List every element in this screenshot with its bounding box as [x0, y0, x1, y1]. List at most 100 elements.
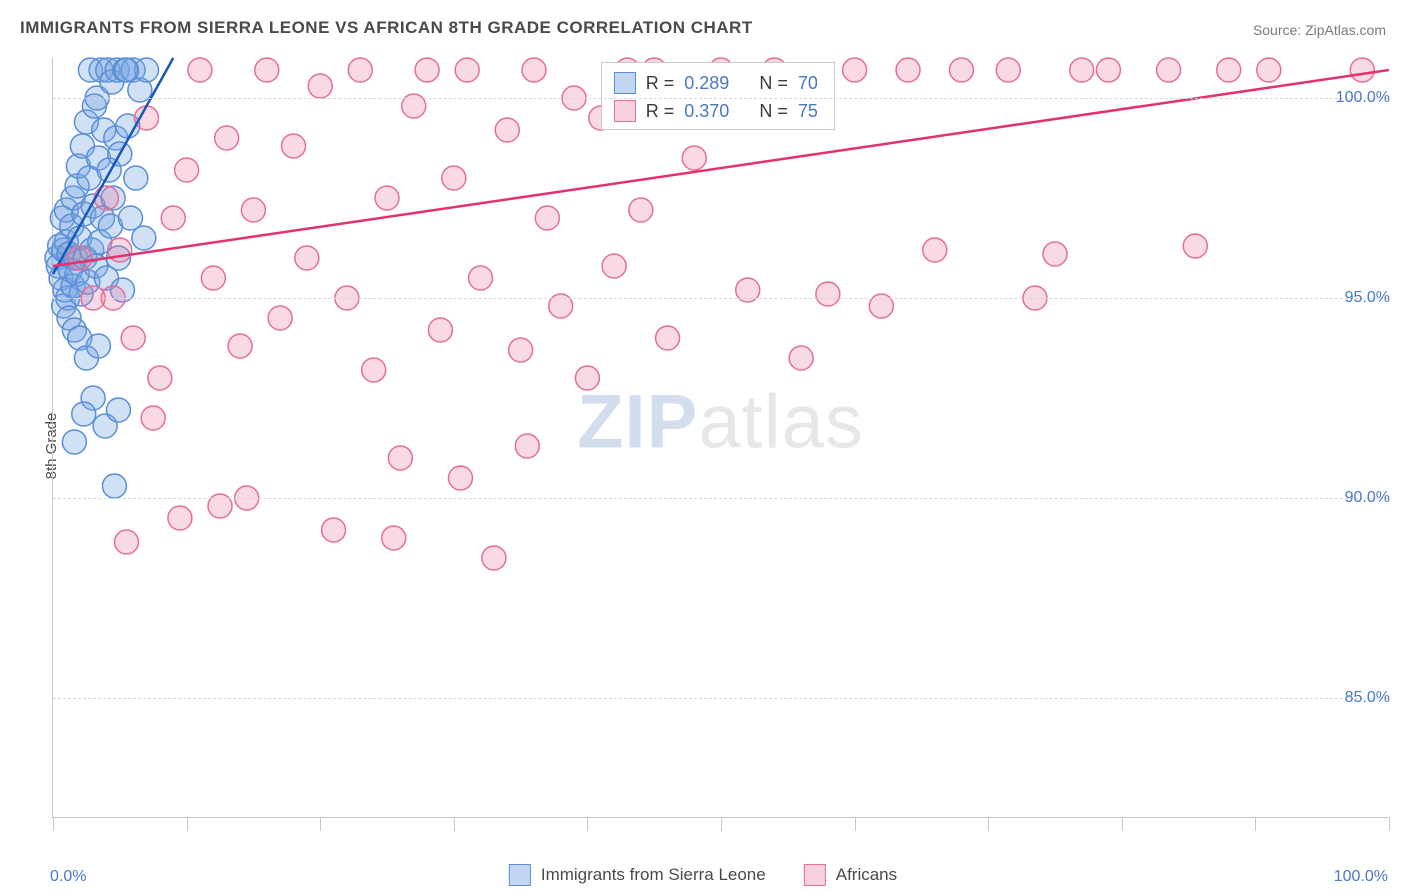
data-point-africans [141, 406, 165, 430]
gridline-horizontal [53, 98, 1388, 99]
data-point-africans [1157, 58, 1181, 82]
data-point-africans [255, 58, 279, 82]
data-point-africans [896, 58, 920, 82]
data-point-sierra_leone [106, 398, 130, 422]
x-tick [1255, 817, 1256, 831]
data-point-sierra_leone [124, 166, 148, 190]
stats-N-value: 75 [798, 97, 818, 125]
source-attribution: Source: ZipAtlas.com [1253, 22, 1386, 38]
data-point-africans [228, 334, 252, 358]
x-tick [988, 817, 989, 831]
x-tick [1122, 817, 1123, 831]
data-point-africans [188, 58, 212, 82]
source-value: ZipAtlas.com [1305, 22, 1386, 38]
bottom-legend: Immigrants from Sierra Leone Africans [509, 864, 897, 886]
y-tick-label: 95.0% [1345, 289, 1390, 307]
x-tick-label: 0.0% [50, 868, 86, 886]
data-point-africans [843, 58, 867, 82]
data-point-africans [388, 446, 412, 470]
data-point-africans [495, 118, 519, 142]
stats-row-sierra_leone: R = 0.289 N = 70 [614, 69, 818, 97]
data-point-africans [996, 58, 1020, 82]
data-point-africans [535, 206, 559, 230]
data-point-africans [482, 546, 506, 570]
data-point-africans [448, 466, 472, 490]
data-point-africans [656, 326, 680, 350]
data-point-africans [1096, 58, 1120, 82]
data-point-africans [121, 326, 145, 350]
stats-N-label: N = [759, 97, 788, 125]
legend-item-sierra_leone: Immigrants from Sierra Leone [509, 864, 766, 886]
data-point-africans [241, 198, 265, 222]
data-point-africans [682, 146, 706, 170]
data-point-africans [375, 186, 399, 210]
stats-swatch-sierra_leone [614, 72, 636, 94]
data-point-africans [1043, 242, 1067, 266]
gridline-horizontal [53, 298, 1388, 299]
data-point-sierra_leone [72, 402, 96, 426]
data-point-africans [1070, 58, 1094, 82]
data-point-africans [268, 306, 292, 330]
data-point-africans [114, 530, 138, 554]
data-point-africans [789, 346, 813, 370]
data-point-africans [949, 58, 973, 82]
data-point-africans [415, 58, 439, 82]
stats-R-label: R = [646, 97, 675, 125]
legend-swatch-sierra_leone [509, 864, 531, 886]
y-tick-label: 90.0% [1345, 489, 1390, 507]
plot-area: ZIPatlas R =0.289N =70R =0.370N =75 [52, 58, 1388, 818]
data-point-africans [1217, 58, 1241, 82]
data-point-sierra_leone [102, 474, 126, 498]
data-point-africans [148, 366, 172, 390]
data-point-africans [575, 366, 599, 390]
stats-N-value: 70 [798, 69, 818, 97]
x-tick [454, 817, 455, 831]
x-tick [587, 817, 588, 831]
data-point-africans [602, 254, 626, 278]
data-point-africans [168, 506, 192, 530]
data-point-africans [135, 106, 159, 130]
data-point-africans [94, 186, 118, 210]
data-point-africans [816, 282, 840, 306]
stats-N-label: N = [759, 69, 788, 97]
stats-R-label: R = [646, 69, 675, 97]
stats-R-value: 0.370 [684, 97, 729, 125]
data-point-africans [308, 74, 332, 98]
x-tick [721, 817, 722, 831]
data-point-africans [469, 266, 493, 290]
data-point-africans [322, 518, 346, 542]
x-tick [53, 817, 54, 831]
legend-item-africans: Africans [804, 864, 897, 886]
data-point-africans [1183, 234, 1207, 258]
data-point-africans [455, 58, 479, 82]
data-point-africans [281, 134, 305, 158]
data-point-africans [362, 358, 386, 382]
data-point-sierra_leone [86, 334, 110, 358]
stats-swatch-africans [614, 100, 636, 122]
gridline-horizontal [53, 698, 1388, 699]
data-point-sierra_leone [114, 58, 138, 82]
gridline-horizontal [53, 498, 1388, 499]
legend-label-africans: Africans [836, 865, 897, 885]
data-point-africans [68, 246, 92, 270]
data-point-africans [161, 206, 185, 230]
data-point-africans [382, 526, 406, 550]
data-point-africans [348, 58, 372, 82]
data-point-sierra_leone [132, 226, 156, 250]
x-tick [1389, 817, 1390, 831]
legend-label-sierra_leone: Immigrants from Sierra Leone [541, 865, 766, 885]
chart-title: IMMIGRANTS FROM SIERRA LEONE VS AFRICAN … [20, 18, 753, 38]
plot-svg [53, 58, 1388, 817]
x-tick [187, 817, 188, 831]
data-point-sierra_leone [62, 430, 86, 454]
x-tick-label: 100.0% [1328, 868, 1388, 886]
data-point-africans [428, 318, 452, 342]
data-point-africans [295, 246, 319, 270]
data-point-africans [923, 238, 947, 262]
data-point-africans [175, 158, 199, 182]
data-point-africans [515, 434, 539, 458]
stats-row-africans: R = 0.370 N = 75 [614, 97, 818, 125]
legend-swatch-africans [804, 864, 826, 886]
source-label: Source: [1253, 22, 1301, 38]
stats-R-value: 0.289 [684, 69, 729, 97]
